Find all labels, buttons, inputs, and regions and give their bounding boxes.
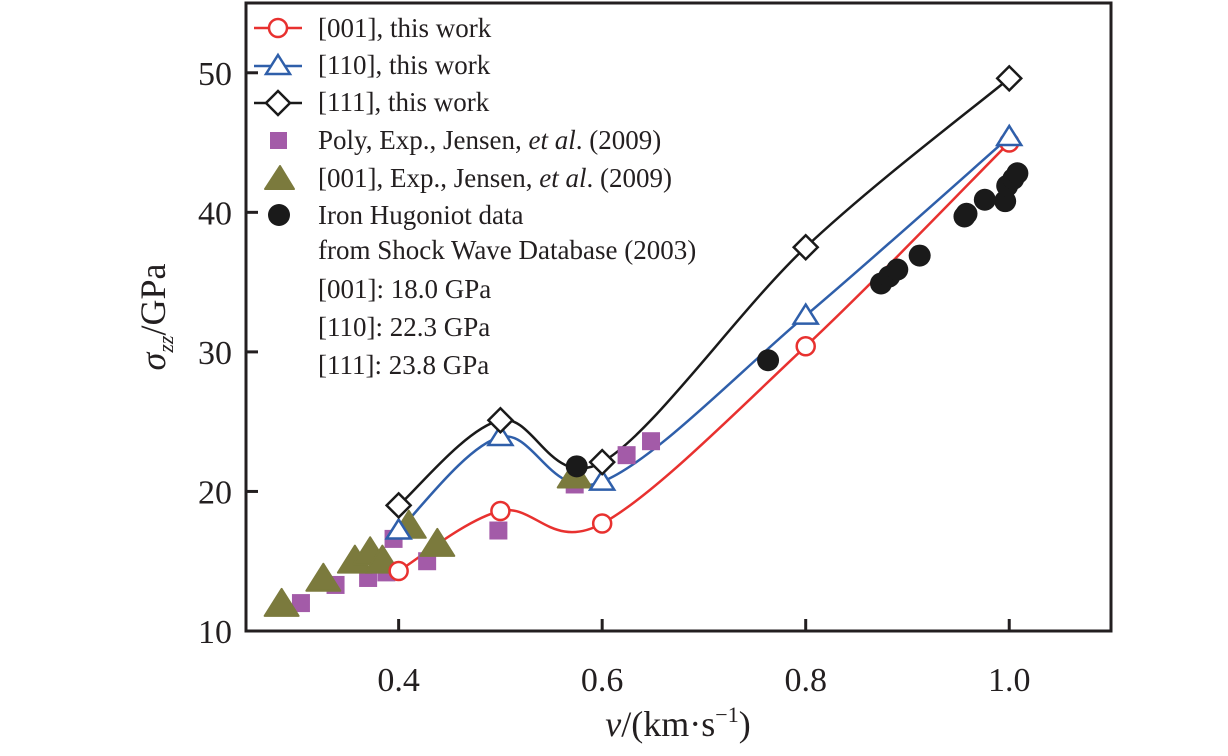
legend-label: [001], this work [318,13,492,43]
legend-item-poly-exp: Poly, Exp., Jensen, et al. (2009) [270,125,661,155]
y-tick-label: 40 [198,195,232,232]
data-point-filled-circle [1006,162,1029,185]
legend-filled-circle-icon [268,204,290,226]
data-point-open-diamond [588,448,616,476]
data-point-filled-circle [955,202,978,225]
data-point-filled-circle [973,188,996,211]
plot-frame [244,1,1113,633]
axis-ticks: 0.4 0.6 0.8 1.0 10 20 30 40 50 [198,56,1030,699]
data-point-filled-circle [757,349,780,372]
y-tick-label: 10 [198,614,232,651]
legend-filled-square-icon [270,132,287,149]
data-point-filled-square [489,521,508,540]
legend-open-diamond-icon [264,89,292,117]
series-line-triangle [397,136,1011,532]
data-point-filled-square [642,432,661,451]
x-tick-label: 0.4 [377,662,420,699]
legend-item-111-this-work: [111], this work [254,87,490,117]
data-point-filled-circle [908,244,931,267]
data-point-open-triangle [587,468,617,491]
annotation-110-threshold: [110]: 22.3 GPa [318,312,490,342]
data-point-open-circle [795,336,816,357]
annotation-001-threshold: [001]: 18.0 GPa [318,274,491,304]
legend-filled-triangle-icon [264,165,295,190]
legend-label: [110], this work [318,50,491,80]
data-point-open-triangle [486,423,515,447]
data-point-open-circle [388,560,409,582]
series-line-circle [398,141,1011,573]
y-tick-label: 20 [198,474,232,511]
series-line-diamond [397,77,1011,507]
x-tick-label: 0.6 [581,662,624,699]
legend-item-001-this-work: [001], this work [254,13,492,43]
legend-label: Poly, Exp., Jensen, et al. (2009) [318,125,661,155]
data-point-open-circle [490,500,511,522]
data-point-open-diamond [995,64,1024,93]
y-tick-label: 50 [198,56,232,93]
data-point-open-diamond [791,233,820,261]
legend-item-110-this-work: [110], this work [254,50,491,80]
legend-item-001-exp: [001], Exp., Jensen, et al. (2009) [264,163,672,193]
data-point-open-diamond [384,491,413,520]
data-point-open-triangle [994,123,1024,147]
legend-open-triangle-icon [263,52,293,76]
data-point-open-diamond [486,406,515,435]
legend-label: [111], this work [318,87,490,117]
plot-area [263,64,1029,617]
data-point-filled-square [617,446,636,465]
data-point-filled-triangle [419,527,456,557]
data-point-open-triangle [384,517,413,540]
legend-label: [001], Exp., Jensen, et al. (2009) [318,163,672,193]
data-point-open-circle [591,513,613,534]
x-axis-title: v/(km·s−1) [605,702,750,744]
annotation-111-threshold: [111]: 23.8 GPa [318,350,489,380]
data-point-filled-circle [565,455,588,478]
y-axis-title: σzz/GPa [133,264,178,371]
x-tick-label: 1.0 [988,662,1031,699]
data-point-filled-circle [886,258,909,281]
y-tick-label: 30 [198,335,232,372]
data-point-filled-square [291,594,310,613]
legend-label-line2: from Shock Wave Database (2003) [318,235,696,265]
data-point-filled-triangle [263,587,300,617]
legend: [001], this work [110], this work [111],… [254,13,696,380]
legend-open-circle-icon [267,17,289,39]
data-point-filled-triangle [305,562,342,592]
legend-label: Iron Hugoniot data [318,200,523,230]
data-point-open-triangle [791,302,820,325]
legend-item-iron-hugoniot: Iron Hugoniot data from Shock Wave Datab… [268,200,696,265]
x-tick-label: 0.8 [784,662,827,699]
